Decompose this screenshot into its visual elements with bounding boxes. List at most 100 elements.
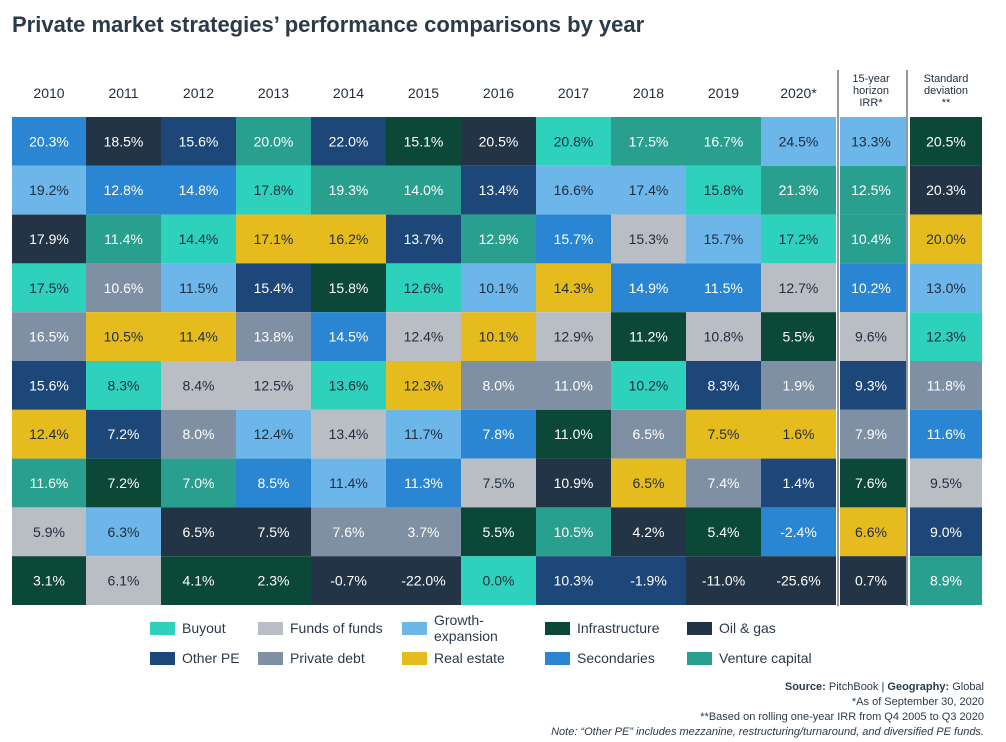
quilt-cell bbox=[761, 263, 836, 313]
quilt-cell bbox=[536, 409, 611, 459]
quilt-cell bbox=[910, 556, 982, 605]
quilt-cell bbox=[311, 263, 386, 313]
column-header: 2017 bbox=[558, 85, 589, 101]
quilt-cell bbox=[12, 214, 86, 264]
quilt-cell bbox=[236, 507, 311, 557]
rolling-note: **Based on rolling one-year IRR from Q4 … bbox=[700, 711, 984, 723]
quilt-cell bbox=[86, 312, 161, 361]
legend-swatch bbox=[545, 621, 570, 635]
geography-value: Global bbox=[949, 681, 984, 693]
legend-swatch bbox=[687, 621, 712, 635]
quilt-cell bbox=[910, 507, 982, 557]
quilt-cell bbox=[236, 458, 311, 508]
quilt-cell bbox=[161, 117, 236, 166]
quilt-cell bbox=[311, 214, 386, 264]
source-line: Source: PitchBook | Geography: Global bbox=[551, 680, 984, 695]
quilt-cell bbox=[536, 165, 611, 215]
quilt-cell bbox=[461, 458, 536, 508]
quilt-cell bbox=[12, 263, 86, 313]
legend: Buyout Funds of funds Growth-expansion Infr… bbox=[150, 612, 870, 667]
quilt-cell bbox=[86, 409, 161, 459]
legend-label: Private debt bbox=[290, 650, 365, 666]
column-header: 2010 bbox=[33, 85, 64, 101]
quilt-cell bbox=[12, 117, 86, 166]
quilt-cell bbox=[611, 361, 686, 410]
quilt-cell bbox=[161, 361, 236, 410]
column-header: 2012 bbox=[183, 85, 214, 101]
quilt-cell bbox=[86, 165, 161, 215]
quilt-cell bbox=[12, 165, 86, 215]
quilt-cell bbox=[836, 556, 906, 605]
quilt-cell bbox=[536, 361, 611, 410]
quilt-cell bbox=[910, 263, 982, 313]
quilt-cell bbox=[161, 214, 236, 264]
quilt-cell bbox=[761, 361, 836, 410]
quilt-cell bbox=[836, 117, 906, 166]
quilt-cell bbox=[611, 263, 686, 313]
quilt-cell bbox=[836, 165, 906, 215]
quilt-cell bbox=[761, 312, 836, 361]
quilt-cell bbox=[611, 117, 686, 166]
quilt-cell bbox=[386, 165, 461, 215]
quilt-cell bbox=[686, 117, 761, 166]
legend-swatch bbox=[258, 621, 283, 635]
column-header: 2011 bbox=[108, 85, 138, 101]
quilt-cell bbox=[536, 458, 611, 508]
legend-swatch bbox=[258, 651, 283, 665]
legend-item: Oil & gas bbox=[687, 619, 827, 637]
column-header: IRR* bbox=[859, 97, 883, 109]
quilt-cell bbox=[386, 507, 461, 557]
column-header: 2019 bbox=[708, 85, 739, 101]
column-header: 2014 bbox=[333, 85, 364, 101]
legend-swatch bbox=[402, 651, 427, 665]
quilt-cell bbox=[686, 507, 761, 557]
source-notes: Source: PitchBook | Geography: Global *A… bbox=[551, 680, 984, 740]
legend-swatch bbox=[150, 651, 175, 665]
quilt-cell bbox=[761, 507, 836, 557]
quilt-cell bbox=[910, 409, 982, 459]
legend-swatch bbox=[402, 621, 427, 635]
quilt-cell bbox=[536, 214, 611, 264]
quilt-cell bbox=[536, 556, 611, 605]
quilt-cell bbox=[836, 214, 906, 264]
quilt-cell bbox=[386, 361, 461, 410]
quilt-cell bbox=[461, 409, 536, 459]
quilt-cell bbox=[536, 263, 611, 313]
quilt-cell bbox=[611, 312, 686, 361]
legend-label: Infrastructure bbox=[577, 620, 660, 636]
quilt-cell bbox=[461, 507, 536, 557]
column-header: 15-year bbox=[852, 73, 890, 85]
quilt-cell bbox=[836, 507, 906, 557]
legend-label: Other PE bbox=[182, 650, 240, 666]
asof-note: *As of September 30, 2020 bbox=[851, 696, 984, 708]
quilt-cell bbox=[836, 458, 906, 508]
quilt-cell bbox=[86, 507, 161, 557]
quilt-cell bbox=[236, 409, 311, 459]
quilt-cell bbox=[910, 117, 982, 166]
column-header: 2016 bbox=[483, 85, 514, 101]
legend-label: Secondaries bbox=[577, 650, 655, 666]
quilt-cell bbox=[161, 165, 236, 215]
quilt-cell bbox=[386, 263, 461, 313]
quilt-cell bbox=[311, 458, 386, 508]
quilt-cell bbox=[761, 165, 836, 215]
quilt-cell bbox=[161, 312, 236, 361]
quilt-cell bbox=[686, 312, 761, 361]
quilt-cell bbox=[761, 214, 836, 264]
quilt-cell bbox=[86, 556, 161, 605]
legend-item: Growth-expansion bbox=[402, 612, 545, 644]
quilt-cell bbox=[836, 263, 906, 313]
quilt-cell bbox=[910, 361, 982, 410]
quilt-cell bbox=[311, 312, 386, 361]
quilt-cell bbox=[311, 507, 386, 557]
quilt-cell bbox=[536, 117, 611, 166]
legend-label: Real estate bbox=[434, 650, 505, 666]
quilt-cell bbox=[761, 556, 836, 605]
quilt-cell bbox=[611, 507, 686, 557]
legend-item: Venture capital bbox=[687, 649, 827, 667]
quilt-cell bbox=[461, 214, 536, 264]
quilt-cell bbox=[611, 409, 686, 459]
other-pe-note: Note: “Other PE” includes mezzanine, res… bbox=[551, 726, 984, 738]
quilt-cell bbox=[161, 263, 236, 313]
legend-label: Oil & gas bbox=[719, 620, 776, 636]
